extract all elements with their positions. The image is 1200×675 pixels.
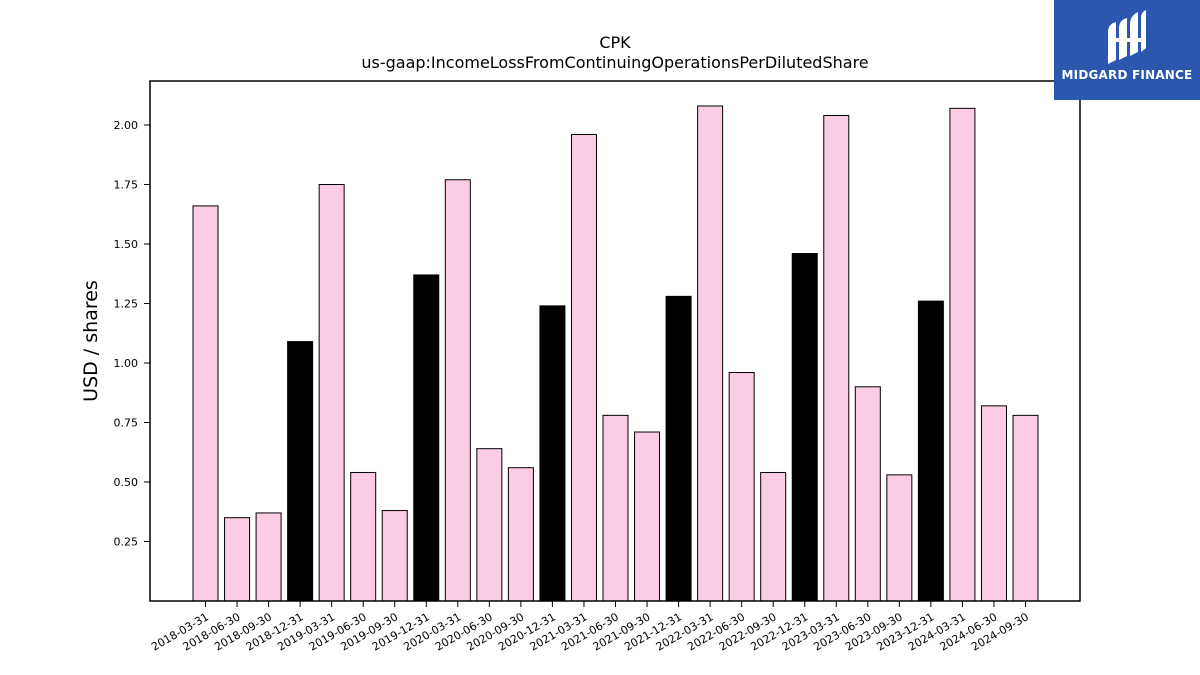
bar-2022-12-31 bbox=[791, 253, 818, 602]
y-tick-label: 1.25 bbox=[114, 298, 139, 311]
bar-2019-12-31 bbox=[413, 274, 440, 602]
y-tick-label: 0.50 bbox=[114, 476, 139, 489]
y-tick-label: 0.25 bbox=[114, 536, 139, 549]
bar-2020-12-31 bbox=[539, 305, 566, 602]
bar-2018-03-31 bbox=[192, 205, 219, 602]
bar-2018-06-30 bbox=[224, 517, 251, 602]
bar-2022-06-30 bbox=[728, 372, 755, 602]
y-tick-label: 1.50 bbox=[114, 238, 139, 251]
bar-2018-09-30 bbox=[255, 512, 282, 602]
chart-subtitle: us-gaap:IncomeLossFromContinuingOperatio… bbox=[361, 53, 868, 72]
bar-2021-09-30 bbox=[634, 431, 661, 602]
y-tick-label: 0.75 bbox=[114, 417, 139, 430]
bar-2019-03-31 bbox=[318, 184, 345, 602]
plot-frame bbox=[149, 80, 1081, 602]
bar-2024-03-31 bbox=[949, 107, 976, 602]
bar-2022-09-30 bbox=[760, 471, 787, 602]
y-tick-label: 1.75 bbox=[114, 179, 139, 192]
x-ticks: 2018-03-312018-06-302018-09-302018-12-31… bbox=[149, 601, 1031, 654]
midgard-finance-logo: MIDGARD FINANCE bbox=[1054, 0, 1200, 100]
chart-title: CPK bbox=[599, 33, 631, 52]
bar-2023-09-30 bbox=[886, 474, 913, 602]
bar-2021-12-31 bbox=[665, 295, 692, 602]
bar-2023-12-31 bbox=[917, 300, 944, 602]
bar-2019-09-30 bbox=[381, 510, 408, 602]
bar-2020-06-30 bbox=[476, 448, 503, 602]
y-ticks: 0.25 0.50 0.75 1.00 1.25 1.50 1.75 2.00 bbox=[114, 119, 150, 549]
bar-2023-06-30 bbox=[854, 386, 881, 602]
bar-2022-03-31 bbox=[697, 105, 724, 602]
logo-mark-icon bbox=[1108, 10, 1146, 64]
y-axis-label: USD / shares bbox=[80, 280, 102, 402]
bar-2023-03-31 bbox=[823, 114, 850, 602]
y-tick-label: 2.00 bbox=[114, 119, 139, 132]
bar-2021-06-30 bbox=[602, 414, 629, 602]
bar-2018-12-31 bbox=[287, 341, 314, 602]
bar-2019-06-30 bbox=[350, 471, 377, 602]
bar-2024-06-30 bbox=[980, 405, 1007, 602]
logo-text: MIDGARD FINANCE bbox=[1061, 68, 1193, 82]
y-tick-label: 1.00 bbox=[114, 357, 139, 370]
bar-2021-03-31 bbox=[570, 134, 597, 602]
bar-2020-03-31 bbox=[444, 179, 471, 602]
bars-layer bbox=[192, 105, 1039, 602]
bar-2024-09-30 bbox=[1012, 414, 1039, 602]
bar-2020-09-30 bbox=[507, 467, 534, 602]
